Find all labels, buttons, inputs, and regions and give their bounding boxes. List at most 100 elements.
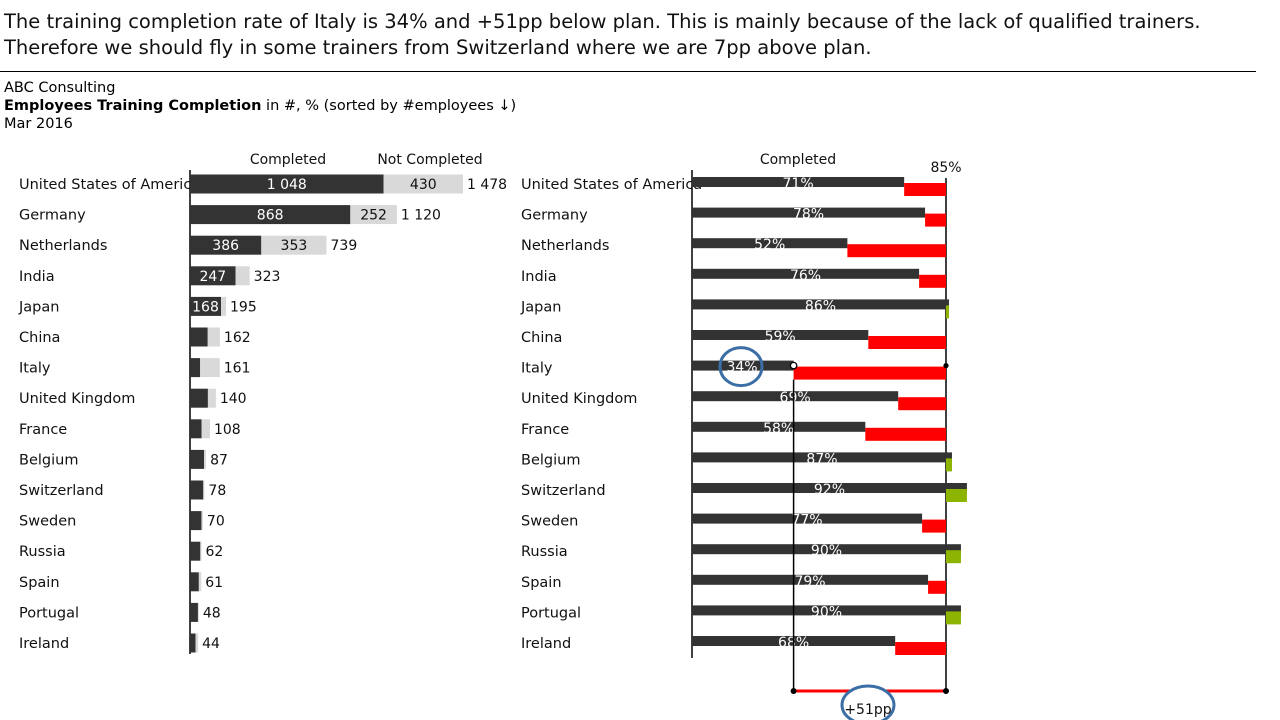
right-bar-completed xyxy=(692,452,952,463)
right-bar-completed xyxy=(692,330,869,340)
left-bar-completed xyxy=(190,266,236,286)
left-label-total: 61 xyxy=(205,575,223,591)
right-category-label: Japan xyxy=(520,299,561,315)
gap-annotation-dot-right xyxy=(943,688,949,694)
left-bar-not-completed xyxy=(201,419,210,439)
left-label-not-completed: 353 xyxy=(281,238,308,254)
variance-bar-negative xyxy=(868,336,946,349)
right-value-label: 77% xyxy=(791,513,822,529)
left-category-label: Spain xyxy=(19,575,60,591)
variance-bar-positive xyxy=(946,458,952,472)
right-bar-completed xyxy=(692,574,929,585)
left-bar-completed xyxy=(190,388,208,408)
variance-bar-positive xyxy=(946,611,961,625)
right-value-label: 76% xyxy=(790,268,821,284)
headline-line-2: Therefore we should fly in some trainers… xyxy=(4,36,872,59)
left-label-total: 739 xyxy=(331,238,358,254)
right-category-label: Spain xyxy=(521,575,562,591)
right-value-label: 69% xyxy=(780,390,811,406)
left-category-label: United States of America xyxy=(19,177,200,193)
italy-value-marker xyxy=(789,361,798,370)
right-bar-completed xyxy=(692,360,794,371)
right-bar-completed xyxy=(692,421,866,432)
chart-title: Employees Training Completion in #, % (s… xyxy=(4,97,516,115)
right-bar-completed xyxy=(692,268,920,279)
right-bar-completed xyxy=(692,544,961,555)
right-bar-completed xyxy=(692,238,848,249)
variance-bar-negative xyxy=(847,244,946,258)
right-bar-completed xyxy=(692,513,923,524)
left-bar-not-completed xyxy=(207,388,216,408)
right-bar-completed xyxy=(692,483,967,493)
left-label-not-completed: 430 xyxy=(410,177,437,193)
right-value-label: 71% xyxy=(783,176,814,192)
left-label-total: 161 xyxy=(224,361,251,377)
left-bar-completed xyxy=(190,235,262,255)
left-category-label: Portugal xyxy=(19,605,79,621)
chart-title-main: Employees Training Completion xyxy=(4,98,262,114)
headline: The training completion rate of Italy is… xyxy=(4,9,1264,61)
right-value-label: 87% xyxy=(806,451,837,467)
right-category-label: China xyxy=(521,330,562,346)
variance-bar-positive xyxy=(946,305,949,319)
right-category-label: United Kingdom xyxy=(521,391,637,407)
left-bar-not-completed xyxy=(203,480,205,500)
left-bar-completed xyxy=(190,633,196,653)
company-name: ABC Consulting xyxy=(4,80,116,96)
chart-period: Mar 2016 xyxy=(4,116,73,132)
variance-bar-positive xyxy=(946,489,967,502)
gap-annotation-dot-left xyxy=(790,688,797,694)
left-category-label: Belgium xyxy=(19,452,78,468)
gap-highlight-circle xyxy=(840,684,896,720)
left-legend-not-completed: Not Completed xyxy=(377,152,482,168)
headline-divider xyxy=(0,71,1256,72)
left-bar-not-completed xyxy=(204,449,207,469)
right-value-label: 92% xyxy=(814,482,845,498)
right-bar-completed xyxy=(692,177,905,187)
variance-bar-negative xyxy=(895,642,946,655)
left-bar-completed xyxy=(190,205,351,225)
left-bar-not-completed xyxy=(197,602,199,622)
right-category-label: France xyxy=(521,422,569,438)
left-category-label: France xyxy=(19,422,67,438)
right-value-label: 79% xyxy=(794,574,825,590)
right-value-label: 90% xyxy=(811,604,842,620)
variance-bar-negative xyxy=(925,213,946,227)
right-value-label: 78% xyxy=(793,207,824,223)
left-label-total: 162 xyxy=(224,330,251,346)
left-category-label: Japan xyxy=(18,299,59,315)
right-category-label: Belgium xyxy=(521,452,580,468)
plan-label: 85% xyxy=(930,160,961,176)
variance-bar-negative xyxy=(928,580,946,594)
left-bar-completed xyxy=(190,511,202,531)
left-category-label: China xyxy=(19,330,60,346)
left-bar-not-completed xyxy=(207,327,220,347)
left-bar-completed xyxy=(190,358,201,378)
left-label-total: 323 xyxy=(254,269,281,285)
right-category-label: India xyxy=(521,269,557,285)
right-category-label: Portugal xyxy=(521,605,581,621)
left-label-total: 48 xyxy=(203,605,221,621)
left-bar-not-completed xyxy=(201,511,203,531)
left-label-total: 44 xyxy=(202,636,220,652)
left-bar-completed xyxy=(190,480,204,500)
left-bar-completed xyxy=(190,327,208,347)
variance-bar-negative xyxy=(919,274,946,288)
left-category-label: United Kingdom xyxy=(19,391,135,407)
left-label-total: 87 xyxy=(210,452,228,468)
left-category-label: Sweden xyxy=(19,514,76,530)
left-bar-completed xyxy=(190,419,202,439)
right-bar-completed xyxy=(692,605,961,616)
italy-plan-marker xyxy=(943,363,949,369)
right-category-label: Ireland xyxy=(521,636,571,652)
left-label-not-completed: 252 xyxy=(360,208,387,224)
left-label-total: 108 xyxy=(214,422,241,438)
right-category-label: Germany xyxy=(521,208,588,224)
right-value-label: 90% xyxy=(811,543,842,559)
left-category-label: Ireland xyxy=(19,636,69,652)
left-label-completed: 868 xyxy=(257,208,284,224)
headline-line-1: The training completion rate of Italy is… xyxy=(4,10,1201,33)
variance-bar-negative xyxy=(904,183,946,196)
left-category-label: Italy xyxy=(19,361,51,377)
